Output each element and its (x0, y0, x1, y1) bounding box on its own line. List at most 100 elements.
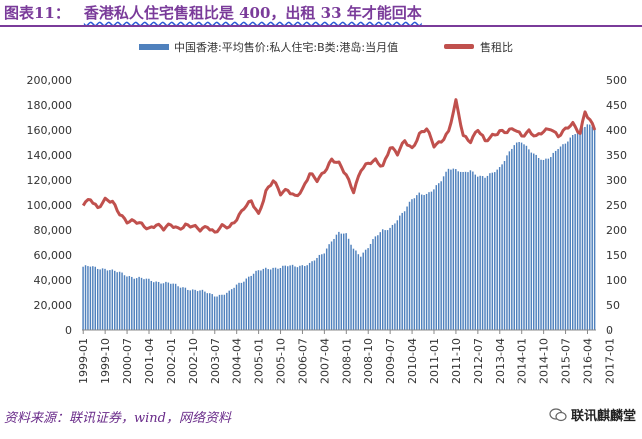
price-bar (562, 144, 564, 330)
price-bar (564, 143, 567, 330)
price-bar (423, 195, 425, 330)
price-bar (230, 289, 233, 330)
price-bar (420, 194, 423, 330)
price-bar (330, 241, 333, 330)
price-bar (408, 201, 411, 330)
price-bar (92, 266, 94, 330)
price-bar (481, 176, 484, 330)
price-bar (286, 266, 289, 330)
price-bar (489, 173, 491, 330)
price-bar (294, 266, 296, 330)
price-bar (343, 233, 345, 330)
y-left-tick-label: 20,000 (34, 299, 73, 312)
price-bar (96, 268, 99, 330)
price-bar (121, 272, 123, 330)
price-bar (182, 287, 184, 330)
y-left-tick-label: 140,000 (27, 149, 73, 162)
figure-title: 图表11： 香港私人住宅售租比是 400，出租 33 年才能回本 (4, 2, 422, 23)
price-bar (542, 159, 545, 330)
price-bar (501, 164, 503, 330)
line-series (81, 98, 597, 234)
price-bar (269, 269, 272, 330)
price-bar (311, 261, 313, 330)
price-bar (299, 265, 301, 330)
price-bar (574, 134, 576, 330)
price-bar (579, 128, 581, 330)
price-bar (394, 223, 396, 330)
price-bar (109, 270, 111, 330)
x-tick-label: 2004-04 (231, 338, 244, 384)
price-bar (204, 291, 206, 330)
x-tick-label: 2010-04 (406, 338, 419, 384)
price-bar (464, 171, 467, 330)
figure-title-text: 香港私人住宅售租比是 400，出租 33 年才能回本 (83, 4, 422, 22)
wechat-icon (549, 407, 567, 421)
x-tick-label: 2014-10 (538, 338, 551, 384)
price-bar (304, 266, 306, 330)
x-tick-label: 2000-07 (121, 338, 134, 384)
price-bar (571, 135, 574, 330)
x-tick-label: 2011-10 (450, 338, 463, 384)
price-bar (133, 278, 135, 330)
price-bar (201, 289, 204, 330)
price-bar (279, 268, 282, 330)
price-bar (581, 127, 584, 331)
price-bar (138, 276, 140, 330)
price-bar (240, 282, 243, 330)
price-bar (221, 294, 223, 330)
price-bar (357, 254, 360, 330)
y-left-tick-label: 80,000 (34, 224, 73, 237)
price-bar (584, 126, 586, 330)
legend: 中国香港:平均售价:私人住宅:B类:港岛:当月值 售租比 (139, 40, 513, 54)
price-bar (82, 266, 84, 330)
price-bar (425, 193, 428, 330)
price-bar (301, 265, 304, 330)
price-bar (174, 283, 177, 330)
y-right-tick-label: 350 (606, 149, 627, 162)
price-bar (364, 249, 367, 330)
price-bar (184, 287, 187, 330)
price-bar (106, 270, 109, 330)
price-bar (523, 144, 525, 330)
y-right-tick-label: 450 (606, 99, 627, 112)
price-bar (150, 280, 153, 330)
price-bar (325, 248, 328, 330)
y-left-tick-label: 0 (65, 324, 72, 337)
price-bar (216, 296, 218, 330)
price-bar (508, 151, 511, 330)
price-bar (513, 145, 515, 330)
price-bar (411, 199, 413, 330)
price-bar (313, 260, 316, 330)
price-bar (94, 266, 96, 330)
price-bar (545, 158, 547, 330)
price-bar (372, 239, 374, 330)
price-bar (567, 141, 569, 330)
x-tick-label: 2002-01 (165, 338, 178, 384)
price-bar (131, 276, 133, 330)
x-tick-label: 2003-07 (209, 338, 222, 384)
price-bar (177, 286, 179, 330)
price-bar (155, 281, 157, 330)
price-bar (369, 243, 372, 330)
price-bar (170, 283, 172, 330)
price-bar (308, 262, 311, 330)
x-axis: 1999-01 1999-10 2000-07 2001-04 2002-01 2002-… (77, 330, 616, 384)
price-bar (194, 289, 196, 330)
price-bar (291, 264, 294, 330)
price-bar (396, 220, 399, 330)
price-bar (374, 236, 377, 330)
y-left-tick-label: 100,000 (27, 199, 73, 212)
price-bar (116, 272, 118, 330)
x-tick-label: 2008-01 (340, 338, 353, 384)
price-bar (362, 252, 364, 330)
price-bar (199, 290, 201, 330)
price-bar (401, 212, 403, 330)
x-tick-label: 1999-10 (99, 338, 112, 384)
price-bar (450, 169, 452, 330)
y-right-tick-label: 250 (606, 199, 627, 212)
price-bar (218, 294, 221, 330)
price-bar (474, 174, 477, 330)
price-bar (167, 282, 170, 330)
price-bar (104, 268, 106, 330)
price-bar (472, 171, 474, 330)
